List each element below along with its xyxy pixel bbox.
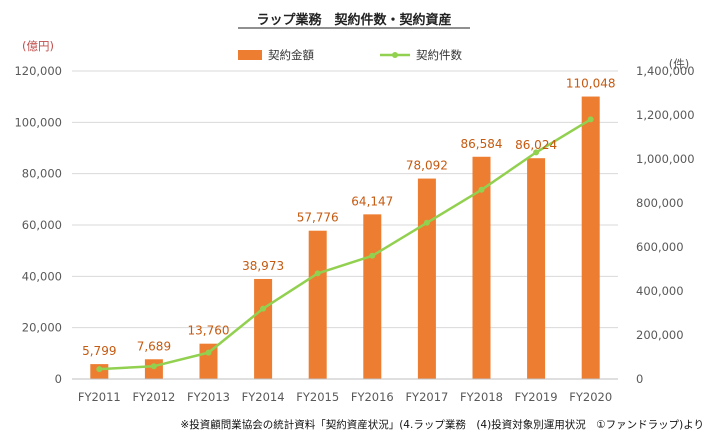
bar-value-label: 57,776 bbox=[297, 211, 339, 225]
legend-label-amount: 契約金額 bbox=[268, 48, 314, 62]
count-point bbox=[150, 363, 157, 370]
right-axis-unit: (件) bbox=[669, 57, 689, 71]
bar bbox=[527, 158, 546, 379]
right-tick-label: 600,000 bbox=[636, 240, 684, 254]
count-point bbox=[587, 116, 594, 123]
right-tick-label: 400,000 bbox=[636, 284, 684, 298]
left-tick-label: 60,000 bbox=[22, 218, 62, 232]
legend-marker-count bbox=[392, 52, 398, 58]
bar bbox=[254, 278, 273, 379]
x-tick-label: FY2017 bbox=[405, 390, 448, 404]
left-axis: 0 20,000 40,000 60,000 80,000 100,000 120,000 bbox=[14, 64, 62, 386]
x-tick-label: FY2013 bbox=[187, 390, 230, 404]
left-tick-label: 100,000 bbox=[14, 115, 62, 129]
count-point bbox=[314, 270, 321, 277]
count-line bbox=[96, 116, 594, 373]
right-tick-label: 1,200,000 bbox=[636, 108, 695, 122]
bar-labels: 5,799 7,689 13,760 38,973 57,776 64,147 78,092… bbox=[82, 77, 615, 359]
legend-label-count: 契約件数 bbox=[416, 48, 462, 62]
bar bbox=[417, 178, 436, 379]
count-point bbox=[205, 349, 212, 356]
bar-value-label: 13,760 bbox=[188, 324, 230, 338]
right-tick-label: 0 bbox=[636, 372, 643, 386]
left-tick-label: 80,000 bbox=[22, 167, 62, 181]
legend: 契約金額 契約件数 bbox=[238, 48, 462, 62]
left-tick-label: 40,000 bbox=[22, 269, 62, 283]
count-point bbox=[96, 366, 103, 373]
right-axis: 0 200,000 400,000 600,000 800,000 1,000,000 1,… bbox=[636, 64, 695, 386]
bar bbox=[363, 214, 382, 379]
bar-value-label: 38,973 bbox=[242, 259, 284, 273]
x-tick-label: FY2012 bbox=[132, 390, 175, 404]
left-axis-unit: (億円) bbox=[22, 39, 54, 53]
x-tick-label: FY2020 bbox=[569, 390, 612, 404]
left-tick-label: 0 bbox=[55, 372, 62, 386]
bar-value-label: 78,092 bbox=[406, 159, 448, 173]
x-tick-label: FY2015 bbox=[296, 390, 339, 404]
x-tick-label: FY2011 bbox=[78, 390, 121, 404]
x-tick-label: FY2016 bbox=[351, 390, 394, 404]
bar bbox=[472, 156, 491, 379]
chart-title: ラップ業務 契約件数・契約資産 bbox=[256, 12, 451, 28]
right-tick-label: 800,000 bbox=[636, 196, 684, 210]
count-point bbox=[423, 219, 430, 226]
bar-value-label: 7,689 bbox=[137, 339, 171, 353]
left-tick-label: 120,000 bbox=[14, 64, 62, 78]
count-line-path bbox=[99, 118, 592, 371]
count-point bbox=[478, 186, 485, 193]
legend-swatch-amount bbox=[238, 50, 262, 60]
x-tick-label: FY2014 bbox=[242, 390, 285, 404]
source-footnote: ※投資顧問業協会の統計資料「契約資産状況」(4.ラップ業務 (4)投資対象別運用… bbox=[180, 418, 704, 431]
x-tick-label: FY2019 bbox=[515, 390, 558, 404]
x-axis: FY2011 FY2012 FY2013 FY2014 FY2015 FY2016 FY20… bbox=[72, 378, 618, 404]
bar-value-label: 86,024 bbox=[515, 138, 557, 152]
right-tick-label: 1,000,000 bbox=[636, 152, 695, 166]
bar-value-label: 86,584 bbox=[461, 137, 503, 151]
x-tick-label: FY2018 bbox=[460, 390, 503, 404]
right-tick-label: 1,400,000 bbox=[636, 64, 695, 78]
count-point bbox=[533, 149, 540, 156]
count-point bbox=[369, 252, 376, 259]
count-point bbox=[260, 305, 267, 312]
left-tick-label: 20,000 bbox=[22, 321, 62, 335]
right-tick-label: 200,000 bbox=[636, 328, 684, 342]
bar-value-label: 5,799 bbox=[82, 344, 116, 358]
bar-value-label: 64,147 bbox=[351, 194, 393, 208]
bar bbox=[308, 230, 327, 379]
bar-value-label: 110,048 bbox=[566, 77, 616, 91]
bar bbox=[581, 96, 600, 380]
